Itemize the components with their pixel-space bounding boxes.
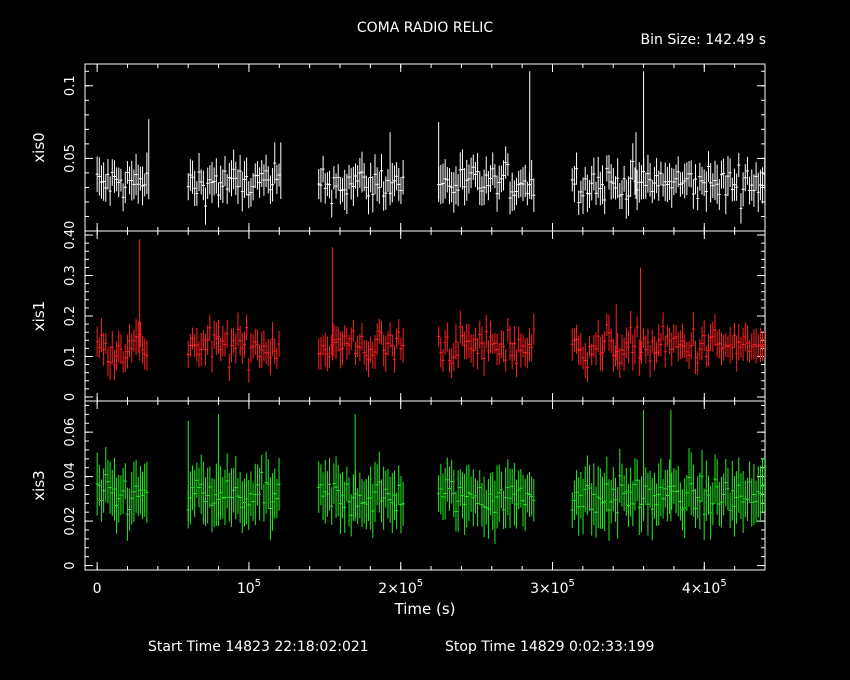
start-time-label: Start Time 14823 22:18:02:021 — [148, 639, 369, 655]
x-tick-exponent: 5 — [569, 578, 575, 589]
x-tick-exponent: 5 — [417, 578, 423, 589]
y-tick-label-xis1: 0.40 — [63, 221, 78, 250]
x-tick-exponent: 5 — [255, 578, 261, 589]
bin-size-label: Bin Size: 142.49 s — [641, 32, 766, 48]
x-tick-label: 4×105 — [682, 578, 727, 597]
y-tick-label-xis1: 0.1 — [63, 346, 78, 367]
data-points-xis1 — [95, 239, 765, 383]
chart-title: COMA RADIO RELIC — [357, 20, 494, 36]
y-tick-label-xis1: 0 — [63, 393, 78, 401]
y-axis-label-xis0: xis0 — [30, 132, 48, 162]
panel-xis0: 0.05 0.1 xis0 — [30, 63, 766, 232]
plot-layer: 0.05 0.1 xis0 0 0.1 0.2 0.3 0.40 xis1 0 0.02 0.04 0.… — [30, 63, 766, 597]
y-tick-label-xis3: 0.06 — [63, 418, 78, 447]
y-axis-label-xis3: xis3 — [30, 470, 48, 500]
x-axis-label: Time (s) — [394, 600, 456, 618]
panel-xis1: 0 0.1 0.2 0.3 0.40 xis1 — [30, 221, 766, 402]
y-axis-label-xis1: xis1 — [30, 301, 48, 331]
y-tick-label-xis0: 0.05 — [63, 144, 78, 173]
x-tick-label: 0 — [93, 581, 102, 597]
panel-xis3: 0 0.02 0.04 0.06 xis3 — [30, 400, 766, 571]
y-tick-label-xis1: 0.3 — [63, 265, 78, 286]
y-tick-label-xis0: 0.1 — [63, 75, 78, 96]
y-tick-label-xis3: 0.04 — [63, 462, 78, 491]
y-tick-label-xis3: 0.02 — [63, 507, 78, 536]
stop-time-label: Stop Time 14829 0:02:33:199 — [445, 639, 654, 655]
x-tick-label: 2×105 — [378, 578, 423, 597]
x-tick-label: 3×105 — [530, 578, 575, 597]
data-points-xis3 — [95, 409, 765, 544]
data-points-xis0 — [95, 71, 765, 225]
y-tick-label-xis1: 0.2 — [63, 306, 78, 327]
y-tick-label-xis3: 0 — [63, 561, 78, 569]
x-tick-exponent: 5 — [720, 578, 726, 589]
